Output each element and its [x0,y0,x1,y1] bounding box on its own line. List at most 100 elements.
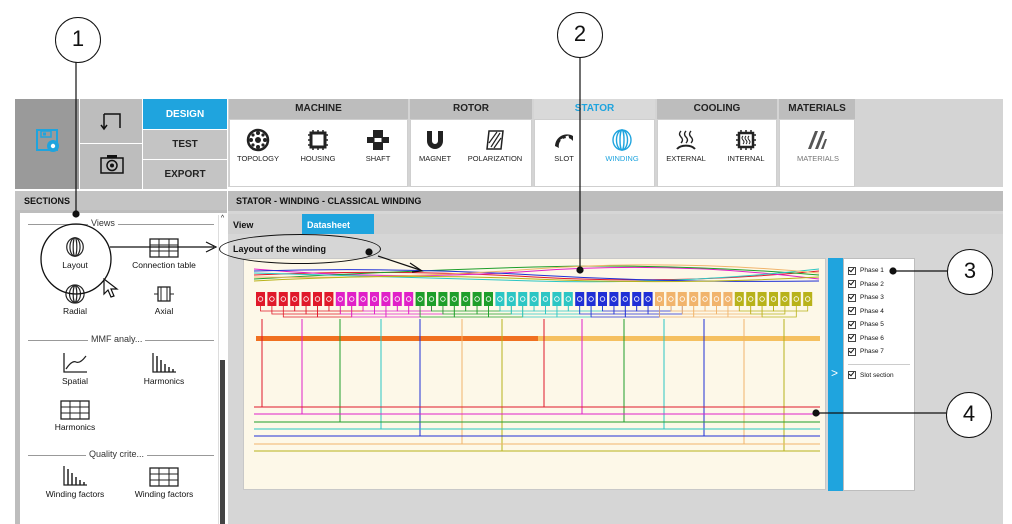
tool-polarization[interactable]: POLARIZATION [463,124,527,163]
tool-housing[interactable]: HOUSING [286,124,350,163]
slot-coil [632,292,642,306]
slot-coil [256,292,265,306]
expand-chevron-icon[interactable]: > [831,366,839,380]
slot-marker [554,296,560,302]
tab-view[interactable]: View [228,214,302,234]
mmf-spatial[interactable]: Spatial [30,352,120,386]
tab-datasheet[interactable]: Datasheet [302,214,374,234]
slot-marker [782,296,788,302]
slot-coil [620,292,630,306]
checkbox[interactable] [848,347,856,356]
slot-coil [370,292,379,306]
checkbox[interactable] [848,266,856,275]
legend-phase-7[interactable]: Phase 7 [848,345,914,359]
legend-slot-section[interactable]: Slot section [848,369,914,383]
legend-label: Phase 5 [860,321,884,329]
nav-test-button[interactable]: TEST [143,130,227,159]
tool-external[interactable]: EXTERNAL [654,124,718,163]
view-layout[interactable]: Layout [30,236,120,270]
quality-label: Winding factors [134,489,194,499]
materials-icon [808,131,827,149]
end-connection [773,306,809,312]
nav-export-button[interactable]: EXPORT [143,160,227,189]
winding-layout-diagram [253,264,820,452]
slot-marker [611,296,617,302]
app-left-bar [15,99,79,189]
mmf-harmonics-chart[interactable]: Harmonics [119,352,209,386]
slot-marker [542,296,549,302]
slot-marker [383,296,389,302]
tool-materials[interactable]: MATERIALS [786,124,850,163]
slot-coil [677,292,687,306]
view-connection-table[interactable]: Connection table [119,238,209,270]
slot-coil [415,292,425,306]
slot-coil [780,292,790,306]
view-axial[interactable]: Axial [119,284,209,316]
tool-label: WINDING [605,154,639,163]
tool-shaft[interactable]: SHAFT [346,124,410,163]
checkbox[interactable] [848,334,856,343]
slot-marker [656,296,663,302]
slot-coil [472,292,482,306]
slot-marker [314,296,321,302]
polarization-icon [486,130,504,150]
tool-slot[interactable]: SLOT [532,124,596,163]
slot-coil [335,292,345,306]
slot-marker [451,296,457,302]
slot-marker [394,296,400,302]
slot-coil [529,292,539,306]
slot-marker [793,296,799,302]
group-stator: STATOR SLOT WINDING [534,99,655,187]
slot-marker [622,296,628,302]
legend-phase-4[interactable]: Phase 4 [848,305,914,319]
legend-phase-1[interactable]: Phase 1 [848,264,914,278]
legend-phase-6[interactable]: Phase 6 [848,332,914,346]
checkbox[interactable] [848,320,856,329]
view-label: Connection table [132,260,196,270]
external-cooling-icon [676,130,696,150]
checkbox[interactable] [848,371,856,380]
slot-marker [725,296,731,302]
slot-coil [267,292,277,306]
slot-marker [691,296,697,302]
checkbox[interactable] [848,307,856,316]
callout-2: 2 [557,12,603,58]
quality-winding-factors-table[interactable]: Winding factors [119,467,209,499]
table-icon [149,467,179,487]
undo-tile[interactable] [80,99,142,143]
winding-drawing-area [243,258,826,490]
scroll-up-icon[interactable]: ^ [220,215,225,222]
legend-phase-2[interactable]: Phase 2 [848,278,914,292]
slot-marker [588,296,594,302]
tool-internal[interactable]: INTERNAL [714,124,778,163]
group-label: STATOR [534,99,655,119]
legend-label: Phase 3 [860,294,884,302]
checkbox[interactable] [848,293,856,302]
slot-coil [313,292,322,306]
view-label: Layout [62,260,88,270]
callout-1: 1 [55,17,101,63]
legend-phase-3[interactable]: Phase 3 [848,291,914,305]
slot-marker [292,296,298,302]
save-icon[interactable] [35,128,61,154]
mmf-harmonics-table[interactable]: Harmonics [30,400,120,432]
nav-design-button[interactable]: DESIGN [143,99,227,129]
slot-marker [405,296,412,302]
tool-winding[interactable]: WINDING [590,124,654,163]
tool-topology[interactable]: TOPOLOGY [226,124,290,163]
quality-winding-factors-chart[interactable]: Winding factors [30,465,120,499]
quality-label: Winding factors [45,489,105,499]
tab-label: View [233,220,254,230]
legend-phase-5[interactable]: Phase 5 [848,318,914,332]
slot-marker [645,296,651,302]
slot-marker [805,296,811,302]
slot-coil [598,292,607,306]
legend-expand-bar[interactable]: > [828,258,843,491]
sections-scrollbar[interactable]: ^ [218,215,226,524]
checkbox[interactable] [848,280,856,289]
tool-magnet[interactable]: MAGNET [403,124,467,163]
scroll-thumb[interactable] [220,360,225,524]
legend-label: Phase 6 [860,334,884,342]
sections-title: SECTIONS [24,196,71,206]
slot-marker [440,296,446,302]
